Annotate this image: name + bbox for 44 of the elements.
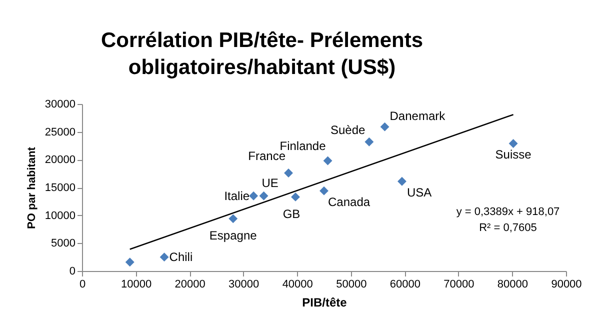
point <box>228 214 238 224</box>
y-tick-label: 5000 <box>51 238 76 250</box>
x-tick-label: 90000 <box>551 278 582 290</box>
point <box>380 122 390 132</box>
x-tick-label: 50000 <box>336 278 367 290</box>
point <box>291 192 300 202</box>
point <box>364 137 374 146</box>
y-tick-label: 30000 <box>44 98 76 110</box>
point <box>284 168 293 178</box>
x-tick-label: 40000 <box>282 278 313 290</box>
x-tick-label: 30000 <box>228 278 260 290</box>
point <box>320 186 328 196</box>
point <box>160 252 169 262</box>
y-axis-title: PO par habitant <box>26 146 38 229</box>
annotation: Espagne <box>209 228 258 243</box>
chart-title: Corrélation PIB/tête- Prélements obligatoires/habitant (US$) <box>100 29 424 79</box>
point <box>259 191 268 200</box>
point <box>125 258 134 267</box>
annotation: UE <box>262 176 278 190</box>
annotation: Chili <box>169 250 193 264</box>
x-tick-label: 60000 <box>390 278 420 290</box>
x-tick-label: 70000 <box>444 278 474 290</box>
y-tick-label: 10000 <box>44 210 76 222</box>
y-tick-label: 15000 <box>44 182 76 194</box>
annotation: Danemark <box>390 108 446 123</box>
y-tick-label: 25000 <box>44 126 76 138</box>
x-tick-label: 0 <box>79 278 86 290</box>
annotation: y = 0,3389x + 918,07 R² = 0,7605 <box>456 206 560 234</box>
y-tick-label: 20000 <box>44 154 76 166</box>
point <box>508 139 518 148</box>
point <box>323 156 332 166</box>
annotation: Canada <box>328 194 370 209</box>
x-tick-label: 10000 <box>120 278 152 290</box>
x-axis-title: PIB/tête <box>302 296 348 310</box>
x-tick-label: 80000 <box>497 278 528 290</box>
annotation: Italie <box>224 188 250 203</box>
point <box>249 191 258 200</box>
annotation: Suède <box>330 122 366 137</box>
x-tick-label: 20000 <box>174 278 206 290</box>
y-tick-label: 0 <box>69 266 76 278</box>
annotation: USA <box>406 185 432 200</box>
annotation: GB <box>282 206 300 221</box>
point <box>398 176 406 186</box>
annotation: Suisse <box>495 148 532 162</box>
